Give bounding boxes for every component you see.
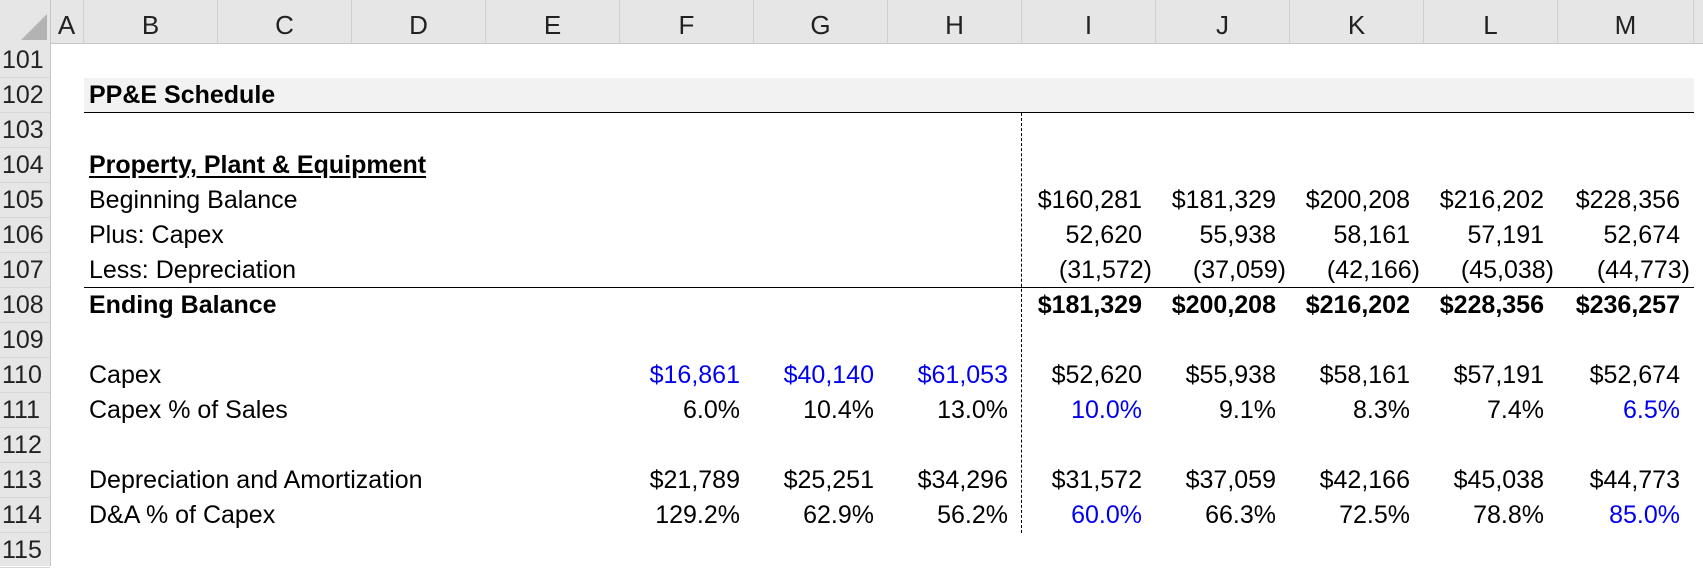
row-header[interactable]: 107 [0,253,50,288]
capex-pct-sales-m[interactable]: 6.5% [1623,396,1680,424]
capex-k[interactable]: $58,161 [1319,361,1410,389]
da-f[interactable]: $21,789 [649,466,740,494]
plus-capex-label[interactable]: Plus: Capex [89,221,224,249]
ending-balance-j[interactable]: $200,208 [1171,291,1276,319]
ending-balance-top-border [84,287,1694,288]
plus-capex-j[interactable]: 55,938 [1199,221,1276,249]
less-depreciation-label[interactable]: Less: Depreciation [89,256,297,284]
row-header[interactable]: 113 [0,463,50,498]
less-depreciation-k[interactable]: (42,166) [1326,256,1420,284]
column-header-b[interactable]: B [84,0,218,43]
capex-pct-sales-g[interactable]: 10.4% [803,396,874,424]
less-depreciation-m[interactable]: (44,773) [1596,256,1690,284]
da-pct-capex-f[interactable]: 129.2% [655,501,740,529]
row-header[interactable]: 111 [0,393,50,428]
ending-balance-k[interactable]: $216,202 [1305,291,1410,319]
column-header-g[interactable]: G [754,0,888,43]
column-header-k[interactable]: K [1290,0,1424,43]
row-header-column: 101 102 103 104 105 106 107 108 109 110 … [0,43,51,568]
row-header[interactable]: 106 [0,218,50,253]
da-l[interactable]: $45,038 [1453,466,1544,494]
projection-divider [1021,113,1022,533]
less-depreciation-j[interactable]: (37,059) [1192,256,1286,284]
row-header[interactable]: 103 [0,113,50,148]
da-k[interactable]: $42,166 [1319,466,1410,494]
da-h[interactable]: $34,296 [917,466,1008,494]
capex-pct-sales-label[interactable]: Capex % of Sales [89,396,288,424]
capex-pct-sales-l[interactable]: 7.4% [1487,396,1544,424]
beginning-balance-l[interactable]: $216,202 [1439,186,1544,214]
da-pct-capex-i[interactable]: 60.0% [1071,501,1142,529]
plus-capex-i[interactable]: 52,620 [1065,221,1142,249]
da-pct-capex-j[interactable]: 66.3% [1205,501,1276,529]
da-j[interactable]: $37,059 [1185,466,1276,494]
column-header-i[interactable]: I [1022,0,1156,43]
select-all-corner[interactable] [0,0,51,43]
column-header-a[interactable]: A [50,0,84,43]
capex-pct-sales-f[interactable]: 6.0% [683,396,740,424]
da-pct-capex-g[interactable]: 62.9% [803,501,874,529]
ppe-heading[interactable]: Property, Plant & Equipment [89,151,427,179]
column-header-m[interactable]: M [1558,0,1694,43]
row-header[interactable]: 104 [0,148,50,183]
da-pct-capex-h[interactable]: 56.2% [937,501,1008,529]
section-title-band [84,78,1694,112]
da-pct-capex-m[interactable]: 85.0% [1609,501,1680,529]
da-label[interactable]: Depreciation and Amortization [89,466,423,494]
capex-m[interactable]: $52,674 [1589,361,1680,389]
ending-balance-l[interactable]: $228,356 [1439,291,1544,319]
capex-pct-sales-j[interactable]: 9.1% [1219,396,1276,424]
da-g[interactable]: $25,251 [783,466,874,494]
plus-capex-k[interactable]: 58,161 [1333,221,1410,249]
column-header-c[interactable]: C [218,0,352,43]
column-header-f[interactable]: F [620,0,754,43]
row-header[interactable]: 108 [0,288,50,323]
less-depreciation-i[interactable]: (31,572) [1058,256,1152,284]
plus-capex-l[interactable]: 57,191 [1467,221,1544,249]
capex-j[interactable]: $55,938 [1185,361,1276,389]
row-header[interactable]: 109 [0,323,50,358]
beginning-balance-j[interactable]: $181,329 [1171,186,1276,214]
column-header-bar: A B C D E F G H I J K L M [0,0,1703,44]
capex-h[interactable]: $61,053 [917,361,1008,389]
row-header[interactable]: 115 [0,533,50,568]
da-pct-capex-k[interactable]: 72.5% [1339,501,1410,529]
column-header-d[interactable]: D [352,0,486,43]
less-depreciation-l[interactable]: (45,038) [1460,256,1554,284]
row-header[interactable]: 114 [0,498,50,533]
column-header-j[interactable]: J [1156,0,1290,43]
da-pct-capex-l[interactable]: 78.8% [1473,501,1544,529]
beginning-balance-i[interactable]: $160,281 [1037,186,1142,214]
da-i[interactable]: $31,572 [1051,466,1142,494]
plus-capex-m[interactable]: 52,674 [1603,221,1680,249]
column-header-h[interactable]: H [888,0,1022,43]
capex-pct-sales-k[interactable]: 8.3% [1353,396,1410,424]
column-header-e[interactable]: E [486,0,620,43]
row-header[interactable]: 101 [0,43,50,78]
capex-label[interactable]: Capex [89,361,162,389]
select-all-triangle-icon [21,14,47,40]
da-pct-capex-label[interactable]: D&A % of Capex [89,501,276,529]
capex-l[interactable]: $57,191 [1453,361,1544,389]
ending-balance-m[interactable]: $236,257 [1575,291,1680,319]
beginning-balance-label[interactable]: Beginning Balance [89,186,298,214]
row-header[interactable]: 112 [0,428,50,463]
row-header[interactable]: 110 [0,358,50,393]
capex-pct-sales-i[interactable]: 10.0% [1071,396,1142,424]
beginning-balance-m[interactable]: $228,356 [1575,186,1680,214]
row-header[interactable]: 105 [0,183,50,218]
section-title-underline [84,112,1694,113]
ending-balance-label[interactable]: Ending Balance [89,291,277,319]
da-m[interactable]: $44,773 [1589,466,1680,494]
beginning-balance-k[interactable]: $200,208 [1305,186,1410,214]
capex-pct-sales-h[interactable]: 13.0% [937,396,1008,424]
row-header[interactable]: 102 [0,78,50,113]
ending-balance-i[interactable]: $181,329 [1037,291,1142,319]
capex-g[interactable]: $40,140 [783,361,874,389]
column-header-l[interactable]: L [1424,0,1558,43]
capex-i[interactable]: $52,620 [1051,361,1142,389]
section-title[interactable]: PP&E Schedule [89,81,276,109]
capex-f[interactable]: $16,861 [649,361,740,389]
